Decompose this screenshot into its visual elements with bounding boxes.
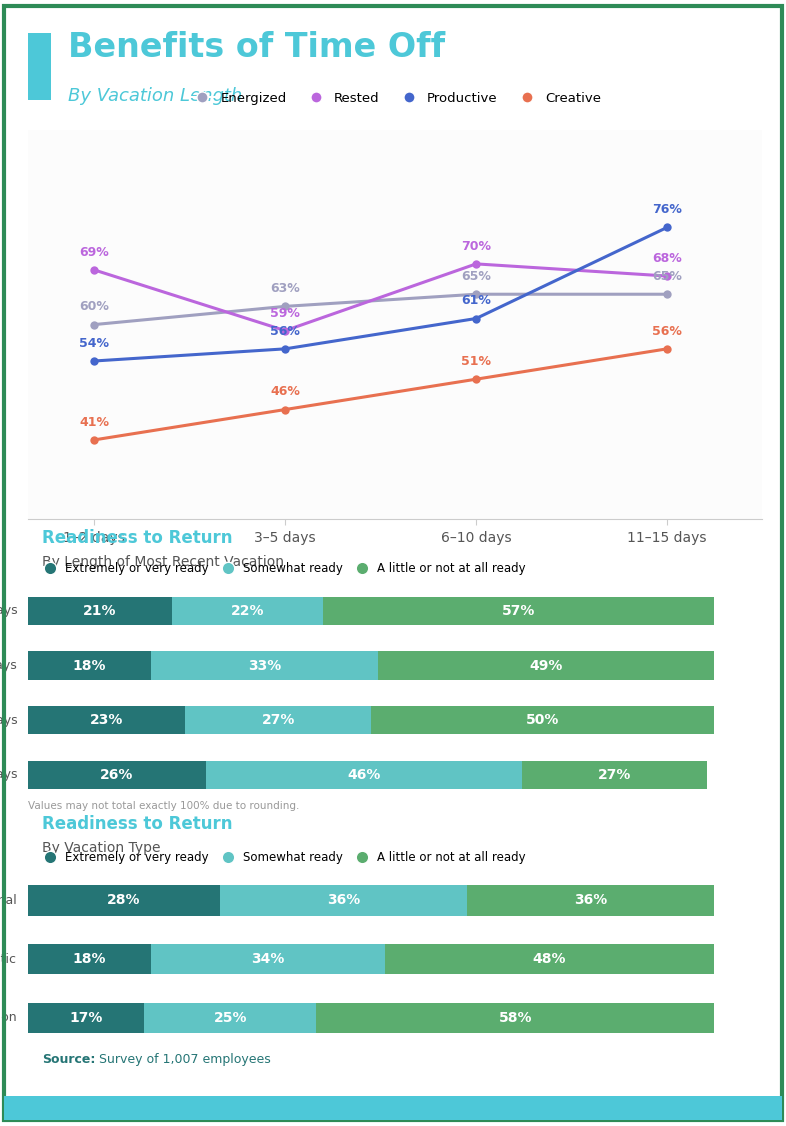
Text: 76%: 76% (652, 204, 682, 216)
Text: 22%: 22% (230, 604, 264, 618)
Text: 50%: 50% (526, 713, 560, 727)
Text: 51%: 51% (461, 355, 491, 368)
Text: 23%: 23% (90, 713, 123, 727)
Text: By Vacation Length: By Vacation Length (68, 88, 242, 106)
Text: 36%: 36% (327, 893, 360, 908)
Bar (467, 885, 714, 915)
Bar (151, 944, 384, 974)
Text: 33%: 33% (248, 659, 281, 672)
Bar (172, 597, 323, 625)
Text: By Vacation Type: By Vacation Type (42, 841, 160, 855)
Text: 46%: 46% (347, 768, 380, 781)
Bar (378, 651, 714, 680)
Bar (28, 885, 220, 915)
Text: Domestic: Domestic (0, 953, 17, 966)
Text: 28%: 28% (107, 893, 141, 908)
Text: 3–5 days: 3–5 days (0, 659, 17, 672)
Text: Survey of 1,007 employees: Survey of 1,007 employees (95, 1053, 271, 1066)
Text: 34%: 34% (252, 953, 285, 966)
Bar (145, 1002, 316, 1034)
Bar (28, 597, 172, 625)
Text: 18%: 18% (72, 953, 106, 966)
Bar (28, 1002, 145, 1034)
Text: 18%: 18% (72, 659, 106, 672)
Text: 58%: 58% (498, 1011, 532, 1025)
Bar (151, 651, 378, 680)
Bar (522, 761, 707, 789)
Text: 25%: 25% (213, 1011, 247, 1025)
Text: 63%: 63% (270, 283, 300, 295)
Bar (28, 706, 185, 734)
Text: 65%: 65% (652, 270, 682, 283)
Text: 57%: 57% (502, 604, 535, 618)
Text: 26%: 26% (100, 768, 134, 781)
Text: Readiness to Return: Readiness to Return (42, 529, 233, 547)
Bar (28, 651, 151, 680)
Text: Benefits of Time Off: Benefits of Time Off (68, 32, 445, 64)
Bar (28, 34, 51, 100)
Bar (316, 1002, 714, 1034)
Text: 56%: 56% (270, 324, 300, 338)
Legend: Extremely or very ready, Somewhat ready, A little or not at all ready: Extremely or very ready, Somewhat ready,… (34, 847, 531, 869)
Legend: Extremely or very ready, Somewhat ready, A little or not at all ready: Extremely or very ready, Somewhat ready,… (34, 557, 531, 580)
Text: 41%: 41% (79, 415, 109, 429)
Text: 59%: 59% (270, 306, 300, 320)
Bar (28, 761, 206, 789)
Bar (28, 944, 151, 974)
Text: 54%: 54% (79, 337, 109, 350)
Text: 69%: 69% (79, 245, 109, 259)
Text: 56%: 56% (652, 324, 682, 338)
Text: Staycation: Staycation (0, 1011, 17, 1025)
Text: 61%: 61% (461, 294, 491, 307)
Bar (384, 944, 714, 974)
Text: 27%: 27% (598, 768, 631, 781)
Text: 27%: 27% (262, 713, 295, 727)
Text: Values may not total exactly 100% due to rounding.: Values may not total exactly 100% due to… (28, 802, 299, 811)
Text: 48%: 48% (533, 953, 566, 966)
Text: 1–2 days: 1–2 days (0, 605, 17, 617)
Bar (323, 597, 714, 625)
Text: 21%: 21% (83, 604, 116, 618)
Bar (220, 885, 467, 915)
Text: 6–10 days: 6–10 days (0, 714, 17, 726)
Text: 46%: 46% (270, 385, 300, 399)
Text: 70%: 70% (461, 240, 491, 252)
Text: 36%: 36% (574, 893, 608, 908)
Legend: Energized, Rested, Productive, Creative: Energized, Rested, Productive, Creative (183, 87, 607, 110)
Text: 11–15 days: 11–15 days (0, 768, 17, 781)
Text: By Length of Most Recent Vacation: By Length of Most Recent Vacation (42, 555, 285, 569)
Text: 68%: 68% (652, 252, 681, 265)
Text: 17%: 17% (69, 1011, 103, 1025)
Text: 49%: 49% (530, 659, 563, 672)
Bar (371, 706, 714, 734)
Text: 65%: 65% (461, 270, 491, 283)
Bar (206, 761, 522, 789)
Text: International: International (0, 894, 17, 906)
Text: Source:: Source: (42, 1053, 96, 1066)
Text: Readiness to Return: Readiness to Return (42, 815, 233, 833)
Bar (185, 706, 371, 734)
Text: 60%: 60% (79, 301, 109, 313)
